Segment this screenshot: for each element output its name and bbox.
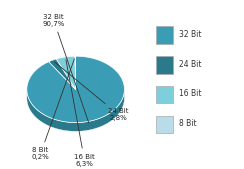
FancyBboxPatch shape <box>156 56 173 74</box>
Polygon shape <box>49 59 76 89</box>
FancyBboxPatch shape <box>156 26 173 44</box>
FancyBboxPatch shape <box>156 86 173 103</box>
Polygon shape <box>27 56 124 123</box>
Text: 24 Bit: 24 Bit <box>179 60 202 69</box>
Text: 24 Bit
2,8%: 24 Bit 2,8% <box>55 62 129 121</box>
Text: 8 Bit: 8 Bit <box>179 119 197 128</box>
Text: 16 Bit
6,3%: 16 Bit 6,3% <box>66 60 95 167</box>
FancyBboxPatch shape <box>156 116 173 133</box>
Polygon shape <box>27 89 124 131</box>
Text: 16 Bit: 16 Bit <box>179 89 202 99</box>
Text: 8 Bit
0,2%: 8 Bit 0,2% <box>32 59 74 160</box>
Text: 32 Bit: 32 Bit <box>179 30 202 39</box>
Polygon shape <box>75 56 76 89</box>
Text: 32 Bit
90,7%: 32 Bit 90,7% <box>42 14 89 123</box>
Polygon shape <box>56 56 76 89</box>
